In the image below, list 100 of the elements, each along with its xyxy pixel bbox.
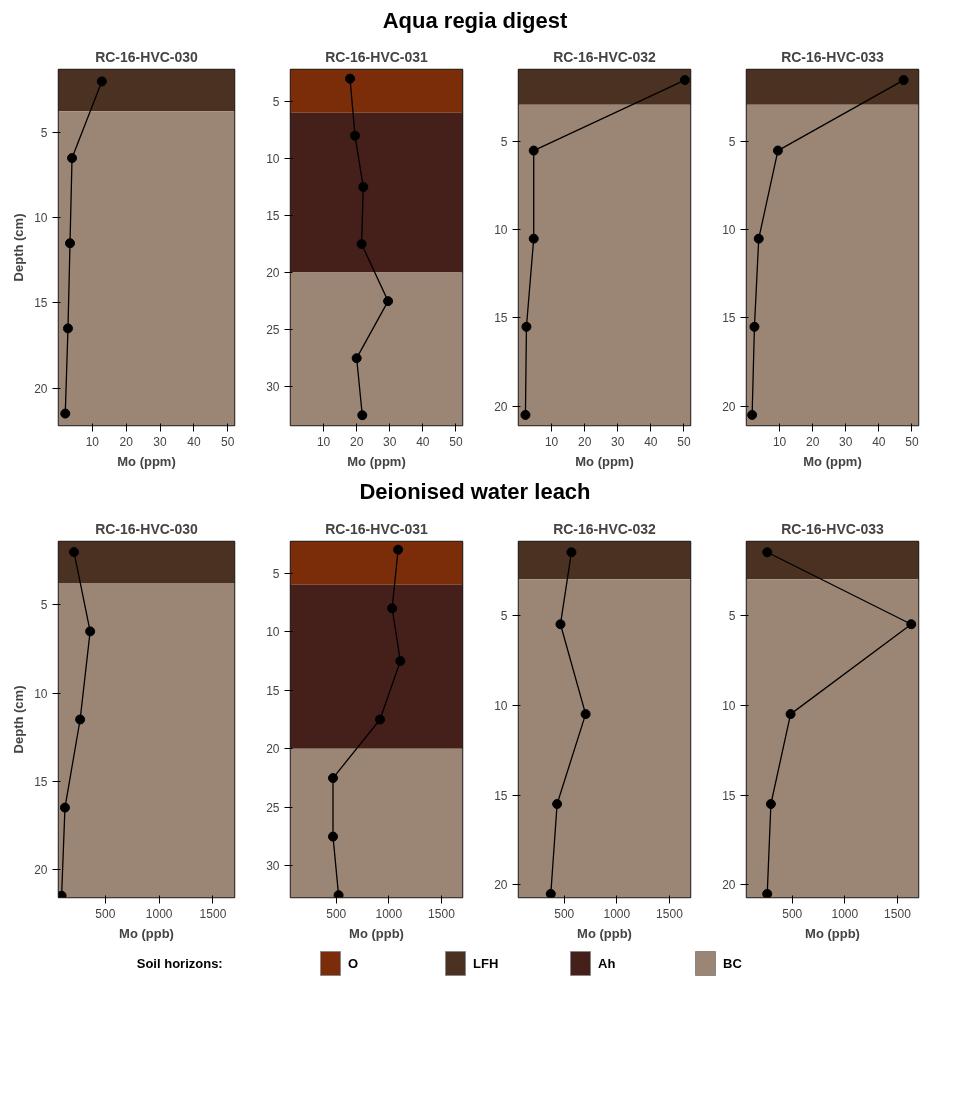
x-tick-label: 10	[772, 434, 787, 449]
x-axis-title: Mo (ppb)	[577, 925, 632, 941]
x-tick-label: 10	[85, 434, 100, 449]
point	[753, 234, 764, 245]
x-tick-label: 1500	[428, 906, 456, 921]
x-tick-label: 40	[416, 434, 430, 449]
x-tick-label: 500	[554, 906, 575, 921]
x-tick-label: 1500	[199, 906, 227, 921]
point	[383, 296, 394, 307]
chart-title: RC-16-HVC-032	[553, 520, 657, 537]
x-tick-label: 500	[326, 906, 347, 921]
point	[528, 234, 539, 245]
point	[772, 146, 783, 156]
x-axis-title: Mo (ppb)	[349, 925, 404, 941]
point	[580, 708, 591, 719]
point	[545, 888, 556, 898]
text: Deionised water leach	[359, 478, 591, 507]
point	[749, 322, 760, 333]
y-tick-label: 10	[722, 223, 736, 238]
x-tick-label: 40	[872, 434, 886, 449]
point	[358, 182, 369, 193]
chart-title: RC-16-HVC-033	[781, 48, 885, 65]
point	[785, 708, 796, 719]
y-tick-label: 10	[266, 152, 280, 167]
point	[679, 75, 690, 86]
x-tick-label: 1500	[884, 906, 912, 921]
x-axis-title: Mo (ppm)	[803, 453, 862, 469]
point	[351, 353, 362, 364]
point	[375, 714, 386, 725]
text: Soil horizons:	[136, 955, 223, 971]
point	[328, 772, 338, 783]
y-tick-label: 20	[494, 878, 508, 893]
y-tick-label: 20	[266, 266, 280, 281]
y-tick-label: 10	[494, 698, 508, 713]
x-tick-label: 30	[153, 434, 168, 449]
x-tick-label: 10	[544, 434, 559, 449]
y-tick-label: 10	[494, 223, 508, 238]
x-tick-label: 500	[95, 906, 116, 921]
x-tick-label: 1500	[656, 906, 684, 921]
point	[59, 802, 70, 813]
point	[393, 544, 404, 555]
point	[328, 831, 338, 842]
point	[395, 655, 406, 666]
text: Aqua regia digest	[382, 7, 568, 35]
y-tick-label: 25	[266, 800, 280, 815]
x-axis-title: Mo (ppm)	[575, 453, 634, 469]
y-tick-label: 10	[34, 686, 48, 701]
point	[356, 239, 367, 250]
y-tick-label: 20	[34, 862, 48, 877]
x-tick-label: 40	[187, 434, 201, 449]
chart-title: RC-16-HVC-033	[781, 520, 885, 537]
x-tick-label: 30	[839, 434, 853, 449]
x-axis-title: Mo (ppb)	[119, 925, 174, 941]
y-tick-label: 10	[722, 698, 736, 713]
category-label: O	[348, 955, 359, 971]
point	[898, 75, 909, 86]
point	[75, 714, 86, 725]
y-tick-label: 5	[728, 135, 736, 150]
y-tick-label: 15	[266, 209, 280, 224]
point	[765, 798, 776, 809]
chart-title: RC-16-HVC-031	[325, 520, 429, 537]
y-tick-label: 20	[266, 742, 280, 757]
point	[60, 409, 71, 419]
x-tick-label: 50	[221, 434, 235, 449]
point	[906, 619, 917, 630]
point	[96, 76, 107, 87]
y-tick-label: 25	[266, 323, 280, 338]
y-tick-label: 5	[40, 126, 48, 141]
point	[762, 547, 773, 558]
x-tick-label: 1000	[145, 906, 173, 921]
point	[555, 619, 566, 630]
y-tick-label: 15	[34, 296, 48, 311]
chart-title: RC-16-HVC-032	[553, 48, 657, 65]
x-tick-label: 50	[449, 434, 463, 449]
point	[521, 322, 532, 333]
x-tick-label: 20	[349, 434, 364, 449]
y-tick-label: 30	[266, 859, 280, 874]
y-tick-label: 5	[40, 598, 48, 613]
point	[350, 131, 360, 142]
x-tick-label: 1000	[603, 906, 631, 921]
point	[333, 890, 344, 898]
y-tick-label: 5	[272, 95, 280, 110]
x-axis-title: Mo (ppb)	[805, 925, 860, 941]
x-tick-label: 50	[905, 434, 919, 449]
category-label: Ah	[598, 955, 616, 971]
x-tick-label: 1000	[831, 906, 859, 921]
x-tick-label: 500	[782, 906, 803, 921]
x-tick-label: 1000	[375, 906, 403, 921]
y-tick-label: 15	[722, 788, 736, 803]
x-tick-label: 10	[316, 434, 331, 449]
point	[357, 410, 368, 421]
y-tick-label: 10	[266, 625, 280, 640]
point	[62, 323, 73, 334]
point	[65, 238, 76, 249]
point	[58, 890, 67, 898]
y-tick-label: 15	[494, 311, 508, 326]
category-label: BC	[723, 955, 743, 971]
chart-title: RC-16-HVC-031	[325, 48, 429, 65]
point	[762, 888, 773, 898]
x-tick-label: 50	[677, 434, 691, 449]
